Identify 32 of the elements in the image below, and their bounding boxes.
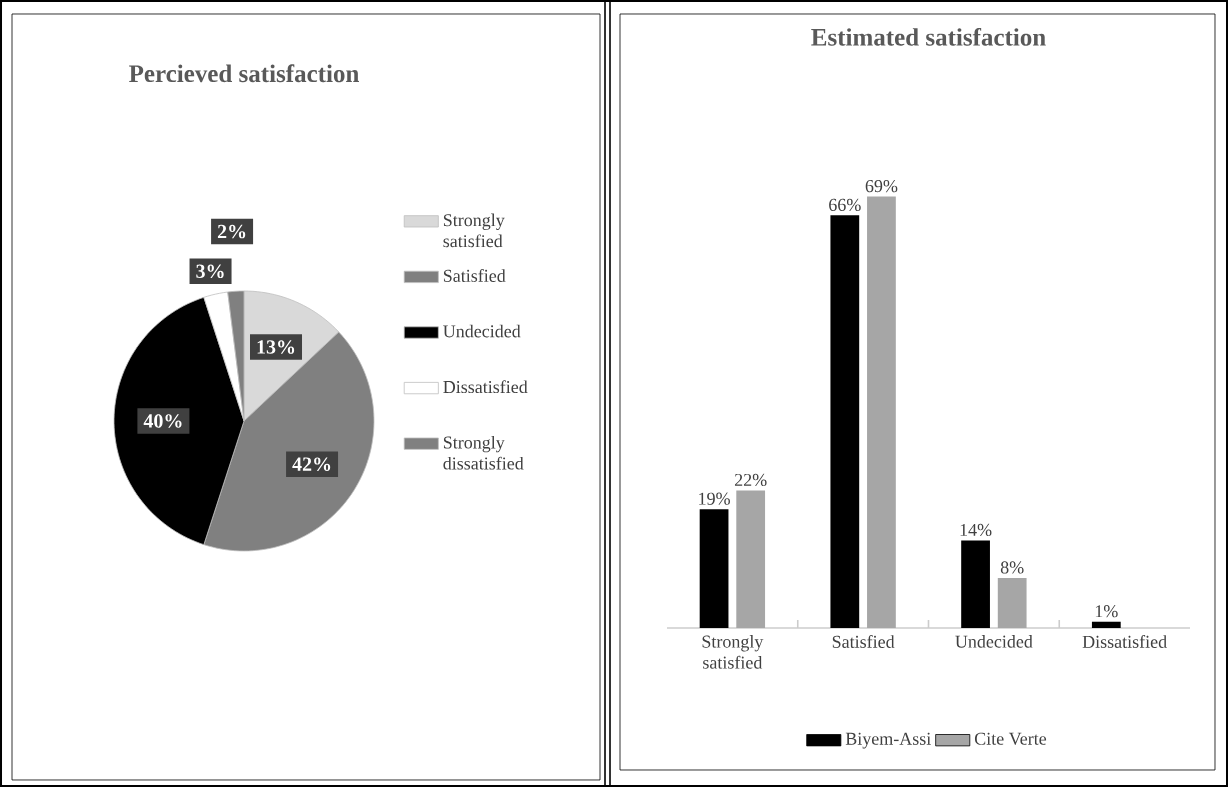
data-label: 2% [217, 224, 246, 239]
x-tick-label: Undecided [955, 635, 1033, 648]
bar [1091, 621, 1121, 628]
data-label: 13% [257, 340, 295, 354]
data-label: 14% [960, 523, 992, 537]
data-label: 40% [143, 414, 182, 428]
bar [699, 509, 729, 628]
bar [736, 490, 766, 628]
bar [867, 196, 896, 628]
bar [997, 577, 1027, 628]
data-label: 1% [1095, 605, 1118, 618]
legend-label: Dissatisfied [443, 380, 528, 394]
legend-label: Biyem-Assi [845, 732, 931, 749]
data-label: 19% [699, 492, 730, 505]
data-label: 69% [865, 180, 898, 193]
legend-label: Undecided [443, 324, 521, 338]
data-label: 42% [292, 457, 331, 471]
x-tick-label: Dissatisfied [1082, 635, 1167, 648]
chart-title: Percieved satisfaction [129, 64, 359, 83]
data-label: 8% [1000, 561, 1024, 574]
legend-label: Satisfied [443, 269, 506, 282]
legend-label: Strongly satisfied [443, 213, 505, 248]
x-tick-label: Satisfied [832, 635, 895, 648]
data-label: 66% [829, 198, 861, 211]
bar [961, 540, 990, 628]
data-label: 3% [196, 264, 224, 279]
x-tick-label: Strongly satisfied [702, 635, 764, 669]
bar [830, 215, 860, 628]
data-label: 22% [734, 473, 767, 487]
legend-label: Strongly dissatisfied [443, 435, 524, 470]
chart-title: Estimated satisfaction [811, 27, 1046, 46]
legend-label: Cite Verte [974, 732, 1047, 745]
